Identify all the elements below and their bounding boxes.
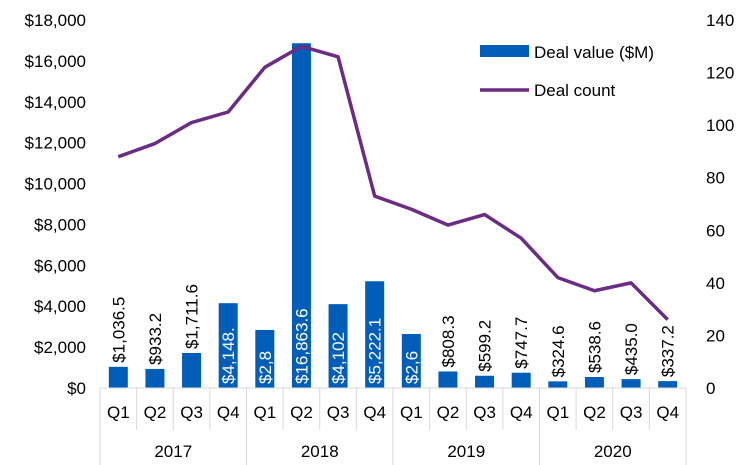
- bar: [182, 353, 202, 388]
- bar-data-label: $933.2: [146, 313, 165, 365]
- y-left-tick-label: $16,000: [25, 52, 86, 71]
- bar-data-label: $538.6: [585, 321, 604, 373]
- bar-data-label: $337.2: [659, 325, 678, 377]
- x-tick-label: Q1: [400, 403, 423, 422]
- x-tick-label: Q1: [546, 403, 569, 422]
- x-group-label: 2018: [301, 442, 339, 461]
- y-left-tick-label: $18,000: [25, 11, 86, 30]
- bar: [218, 303, 238, 388]
- bar-data-label: $4,102: [329, 332, 348, 384]
- bar: [328, 304, 348, 388]
- y-right-tick-label: 140: [706, 11, 734, 30]
- bar: [438, 371, 458, 388]
- y-left-tick-label: $14,000: [25, 93, 86, 112]
- x-group-label: 2017: [154, 442, 192, 461]
- y-left-tick-label: $12,000: [25, 134, 86, 153]
- y-right-tick-label: 80: [706, 169, 725, 188]
- y-right-tick-label: 40: [706, 274, 725, 293]
- bar: [108, 366, 128, 388]
- x-tick-label: Q4: [217, 403, 240, 422]
- bar: [548, 381, 568, 388]
- y-left-tick-label: $4,000: [34, 297, 86, 316]
- bar: [658, 381, 678, 388]
- x-tick-label: Q4: [656, 403, 679, 422]
- bar-data-label: $2,8: [256, 351, 275, 384]
- y-right-tick-label: 100: [706, 116, 734, 135]
- y-right-tick-label: 120: [706, 64, 734, 83]
- bar: [621, 379, 641, 388]
- x-tick-label: Q3: [327, 403, 350, 422]
- y-left-tick-label: $0: [67, 379, 86, 398]
- bar: [401, 334, 421, 388]
- bar-data-label: $2,6: [402, 351, 421, 384]
- x-tick-label: Q3: [473, 403, 496, 422]
- bar-data-label: $599.2: [476, 320, 495, 372]
- y-left-tick-label: $2,000: [34, 338, 86, 357]
- x-tick-label: Q2: [290, 403, 313, 422]
- bar-data-label: $435.0: [622, 323, 641, 375]
- bar: [291, 43, 311, 389]
- bar-data-label: $1,711.6: [183, 284, 202, 349]
- bar-data-label: $4,148.: [219, 327, 238, 384]
- legend-label: Deal count: [534, 81, 616, 100]
- x-tick-label: Q2: [144, 403, 167, 422]
- x-tick-label: Q2: [437, 403, 460, 422]
- y-left-tick-label: $10,000: [25, 175, 86, 194]
- bar-data-label: $5,222.1: [366, 318, 385, 384]
- bar: [511, 372, 531, 388]
- y-left-tick-label: $8,000: [34, 215, 86, 234]
- y-right-tick-label: 0: [706, 379, 715, 398]
- y-right-tick-label: 20: [706, 326, 725, 345]
- bar: [145, 368, 165, 388]
- x-tick-label: Q4: [510, 403, 533, 422]
- legend-bar-swatch: [480, 45, 529, 57]
- bar: [475, 375, 495, 388]
- bar: [255, 329, 275, 388]
- x-tick-label: Q4: [363, 403, 386, 422]
- x-tick-label: Q3: [620, 403, 643, 422]
- x-tick-label: Q1: [253, 403, 276, 422]
- bar: [365, 281, 385, 388]
- bar-data-label: $324.6: [549, 325, 568, 377]
- x-tick-label: Q1: [107, 403, 130, 422]
- bar: [584, 376, 604, 388]
- legend-label: Deal value ($M): [534, 43, 654, 62]
- x-tick-label: Q2: [583, 403, 606, 422]
- x-tick-label: Q3: [180, 403, 203, 422]
- bar-data-label: $747.7: [512, 317, 531, 369]
- deal-count-line: [117, 44, 669, 321]
- bar-data-label: $808.3: [439, 315, 458, 367]
- y-left-tick-label: $6,000: [34, 256, 86, 275]
- bar-data-label: $1,036.5: [109, 297, 128, 363]
- x-group-label: 2019: [447, 442, 485, 461]
- bar-data-label: $16,863.6: [292, 308, 311, 384]
- x-group-label: 2020: [594, 442, 632, 461]
- y-right-tick-label: 60: [706, 221, 725, 240]
